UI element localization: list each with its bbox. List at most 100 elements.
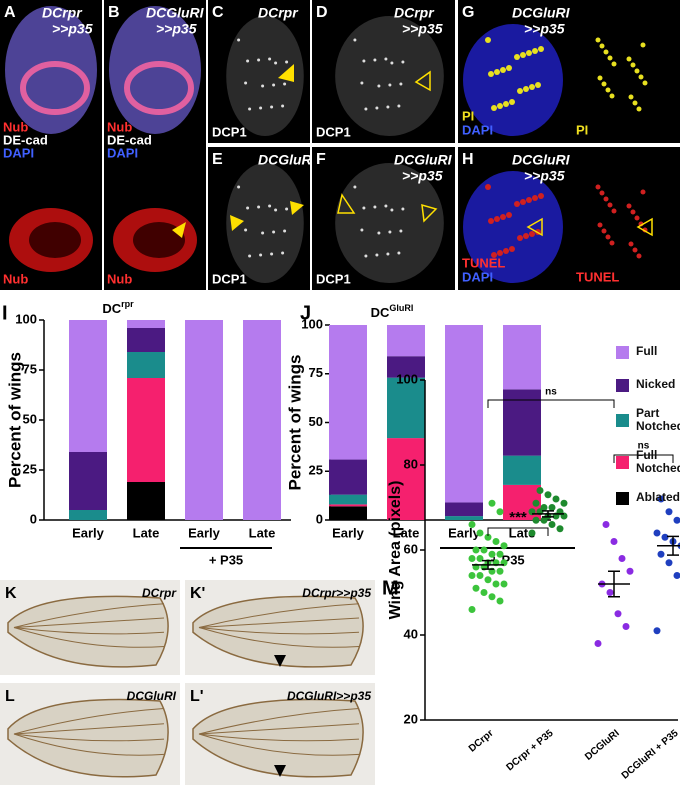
panel-letter: D — [316, 4, 328, 21]
x-tick-label: DCrpr + P35 — [504, 728, 555, 774]
arrowhead — [526, 217, 543, 237]
signal — [640, 42, 646, 48]
significance-label: ns — [638, 441, 650, 452]
vein — [198, 733, 360, 742]
dot — [244, 81, 248, 85]
signal — [523, 86, 529, 92]
dot — [384, 204, 388, 208]
dot — [274, 208, 278, 212]
signal — [640, 189, 646, 195]
signal — [517, 235, 523, 241]
x-tick-label: Late — [133, 525, 160, 540]
dot — [362, 59, 366, 63]
signal — [632, 100, 638, 106]
panel-letter: K — [5, 585, 17, 602]
genotype: >>p35 — [524, 168, 565, 184]
stain-label: Nub — [107, 271, 132, 286]
title-text: DC — [371, 305, 390, 320]
signal — [491, 105, 497, 111]
dot — [268, 204, 272, 208]
title-superscript: rpr — [121, 299, 134, 309]
panel-letter: C — [212, 4, 224, 21]
dot — [375, 253, 379, 257]
arrowhead — [278, 64, 294, 82]
bar-segment — [503, 455, 541, 485]
arrowhead — [274, 765, 286, 777]
signal — [529, 84, 535, 90]
signal — [605, 234, 611, 240]
dot — [373, 205, 377, 209]
data-point — [476, 572, 484, 579]
dot — [246, 59, 250, 63]
vein — [13, 708, 165, 735]
data-point — [602, 521, 610, 528]
significance-label: *** — [509, 509, 527, 526]
x-tick-label: DCGluRI + P35 — [620, 728, 680, 782]
disc — [226, 163, 304, 283]
stain-label: DCP1 — [316, 271, 351, 286]
bar-segment — [127, 378, 165, 482]
data-point — [480, 589, 488, 596]
data-point — [556, 525, 564, 533]
signal — [485, 184, 491, 190]
data-point — [610, 538, 618, 545]
data-point — [472, 546, 480, 554]
bar-segment — [387, 325, 425, 357]
dot — [377, 84, 381, 88]
wing — [192, 698, 364, 778]
dot — [377, 231, 381, 235]
signal — [497, 103, 503, 109]
bar-segment — [387, 438, 425, 520]
signal — [626, 56, 632, 62]
signal — [605, 87, 611, 93]
data-point — [626, 567, 634, 575]
signal — [538, 193, 544, 199]
bar-segment — [445, 502, 483, 517]
data-point — [548, 521, 556, 528]
stain-label: DE-cad — [107, 132, 152, 147]
signal — [520, 199, 526, 205]
data-point — [622, 623, 630, 630]
dot — [261, 84, 265, 88]
dot — [261, 231, 265, 235]
signal — [609, 93, 615, 99]
y-tick-label: 0 — [316, 511, 323, 526]
bar-segment — [127, 352, 165, 378]
data-point — [468, 606, 476, 613]
y-tick-label: 75 — [23, 361, 37, 376]
dot — [388, 83, 392, 87]
x-tick-label: Early — [72, 525, 105, 540]
signal — [535, 82, 541, 88]
dot — [248, 254, 252, 258]
wing — [7, 595, 169, 668]
pouch — [124, 61, 194, 115]
genotype: DCGluRI — [127, 689, 177, 703]
dot — [259, 253, 263, 257]
data-point — [665, 508, 673, 516]
vein — [13, 733, 165, 742]
dot — [386, 252, 390, 256]
signal — [595, 184, 601, 190]
x-tick-label: Late — [509, 525, 536, 540]
data-point — [468, 521, 476, 528]
arrowhead — [414, 70, 431, 92]
dot — [270, 252, 274, 256]
genotype: DCrpr — [258, 5, 299, 21]
data-point — [468, 555, 476, 562]
y-tick-label: 75 — [309, 365, 323, 380]
data-point — [540, 504, 548, 511]
x-tick-label: DCGluRI — [583, 728, 622, 763]
y-axis-label: Percent of wings — [285, 354, 304, 490]
y-axis-label: Wing Area (pixels) — [387, 481, 404, 620]
signal — [630, 62, 636, 68]
signal — [488, 218, 494, 224]
data-point — [476, 529, 484, 537]
dot — [281, 251, 285, 255]
stain-label: DAPI — [107, 145, 138, 160]
data-point — [496, 550, 504, 558]
data-point — [552, 495, 560, 503]
signal — [603, 49, 609, 55]
stain-label: DE-cad — [3, 132, 48, 147]
signal — [514, 201, 520, 207]
arrowhead — [230, 215, 244, 231]
